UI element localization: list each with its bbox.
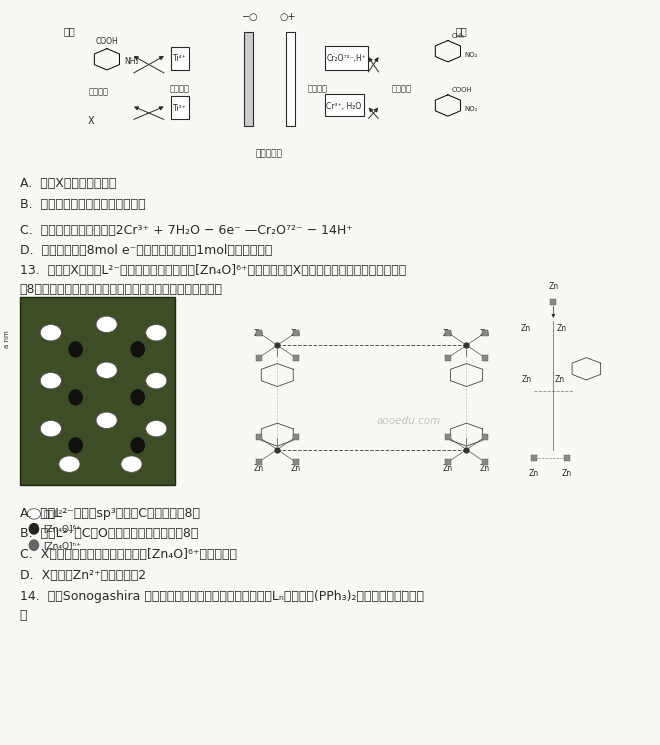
Text: Zn: Zn [480, 464, 490, 473]
Text: Zn: Zn [290, 329, 301, 337]
Ellipse shape [146, 420, 167, 437]
Text: Zn: Zn [443, 329, 453, 337]
Text: CH₃: CH₃ [451, 33, 464, 39]
Ellipse shape [40, 325, 61, 341]
Text: Zn: Zn [562, 469, 572, 478]
FancyBboxPatch shape [325, 46, 368, 70]
Text: Zn: Zn [556, 323, 566, 332]
Ellipse shape [27, 509, 40, 519]
Text: A.  每个L²⁻中采取sp³杂化的C原子数目为8个: A. 每个L²⁻中采取sp³杂化的C原子数目为8个 [20, 507, 200, 519]
Text: [Zn₄O]⁶⁺: [Zn₄O]⁶⁺ [43, 524, 81, 533]
Text: Ti³⁺: Ti³⁺ [173, 104, 187, 113]
Text: Zn: Zn [480, 329, 490, 337]
Circle shape [131, 438, 145, 453]
Ellipse shape [96, 412, 117, 428]
Text: Zn: Zn [290, 464, 301, 473]
Text: 槽外氧化: 槽外氧化 [392, 85, 412, 94]
Ellipse shape [146, 372, 167, 389]
Text: NH₂: NH₂ [125, 57, 139, 66]
FancyBboxPatch shape [170, 48, 189, 70]
Text: B.  每个L²⁻中C与O之间形成的键应数目为8个: B. 每个L²⁻中C与O之间形成的键应数目为8个 [20, 527, 198, 540]
Text: Ti⁴⁺: Ti⁴⁺ [173, 54, 187, 63]
Text: 槽外还原: 槽外还原 [89, 87, 109, 96]
Text: A.  物质X为司硝基苯乙胺: A. 物质X为司硝基苯乙胺 [20, 177, 116, 190]
Text: 离子交换膜: 离子交换膜 [256, 150, 282, 159]
Text: 14.  利用Sonogashira 反应机台成苯乙炔衍生本炔化品，其中Lₙ表示配位(PPh₃)₂，下列说法中正确的: 14. 利用Sonogashira 反应机台成苯乙炔衍生本炔化品，其中Lₙ表示配… [20, 590, 424, 603]
Text: COOH: COOH [451, 87, 472, 93]
Text: Zn: Zn [529, 469, 539, 478]
Text: 槽内氧化: 槽内氧化 [308, 85, 328, 94]
Circle shape [69, 342, 82, 357]
Text: Zn: Zn [253, 329, 264, 337]
Text: a nm: a nm [4, 330, 10, 348]
Circle shape [29, 524, 38, 534]
Text: D.  X晶体中Zn²⁺的配位数为2: D. X晶体中Zn²⁺的配位数为2 [20, 569, 146, 582]
Bar [244, 31, 253, 127]
Circle shape [69, 390, 82, 405]
Text: X: X [87, 115, 94, 125]
Text: 由8个结构均相似的准成亚元如图构成。下列说法中错误的是: 由8个结构均相似的准成亚元如图构成。下列说法中错误的是 [20, 283, 223, 296]
Bar [286, 31, 295, 127]
Circle shape [131, 342, 145, 357]
Circle shape [29, 540, 38, 551]
Ellipse shape [96, 362, 117, 378]
Ellipse shape [146, 325, 167, 341]
FancyBboxPatch shape [170, 96, 189, 118]
Ellipse shape [96, 316, 117, 332]
Text: Cr₂O⁷²⁻,H⁺: Cr₂O⁷²⁻,H⁺ [326, 54, 366, 63]
Text: 配体L²⁻: 配体L²⁻ [43, 510, 67, 519]
Text: Zn: Zn [443, 464, 453, 473]
Text: Cr³⁺, H₂O: Cr³⁺, H₂O [326, 101, 362, 110]
Text: C.  阳极的电极反应式为：2Cr³⁺ + 7H₂O − 6e⁻ —Cr₂O⁷²⁻ − 14H⁺: C. 阳极的电极反应式为：2Cr³⁺ + 7H₂O − 6e⁻ —Cr₂O⁷²⁻… [20, 224, 352, 236]
Text: ○+: ○+ [280, 12, 296, 22]
Ellipse shape [40, 420, 61, 437]
Text: 原料: 原料 [456, 27, 468, 37]
Circle shape [131, 390, 145, 405]
Text: −○: −○ [242, 12, 259, 22]
Bar [20, 297, 175, 485]
Text: Zn: Zn [521, 323, 531, 332]
Text: 槽内还原: 槽内还原 [170, 85, 190, 94]
Text: C.  X晶胞中与同一配体相连的两个[Zn₄O]⁶⁺相取可不同: C. X晶胞中与同一配体相连的两个[Zn₄O]⁶⁺相取可不同 [20, 548, 237, 561]
Text: [Zn₄O]ⁿ⁺: [Zn₄O]ⁿ⁺ [43, 541, 81, 550]
Text: 13.  配合物X由配体L²⁻和具有正方面体结构的[Zn₄O]⁶⁺组成，化合物X晶体具有面心立方结构，其晶胞: 13. 配合物X由配体L²⁻和具有正方面体结构的[Zn₄O]⁶⁺组成，化合物X晶… [20, 264, 406, 276]
Text: Zn: Zn [253, 464, 264, 473]
Text: 是: 是 [20, 609, 27, 622]
Ellipse shape [59, 456, 80, 472]
Text: Zn: Zn [522, 375, 532, 384]
Text: COOH: COOH [96, 37, 118, 45]
FancyBboxPatch shape [325, 94, 364, 116]
Text: 产品: 产品 [63, 27, 75, 37]
Text: aooedu.com: aooedu.com [377, 416, 442, 426]
Text: NO₂: NO₂ [465, 107, 478, 112]
Circle shape [69, 438, 82, 453]
Text: D.  当电路中转移8mol e⁻时，理论上可萃取1mol司敌基苯平胺: D. 当电路中转移8mol e⁻时，理论上可萃取1mol司敌基苯平胺 [20, 244, 272, 257]
Text: Zn: Zn [555, 375, 565, 384]
Ellipse shape [121, 456, 142, 472]
Text: NO₂: NO₂ [465, 52, 478, 58]
Text: Zn: Zn [548, 282, 558, 291]
Text: B.  右侧电极电势高于左侧电极电势: B. 右侧电极电势高于左侧电极电势 [20, 198, 145, 211]
Ellipse shape [40, 372, 61, 389]
